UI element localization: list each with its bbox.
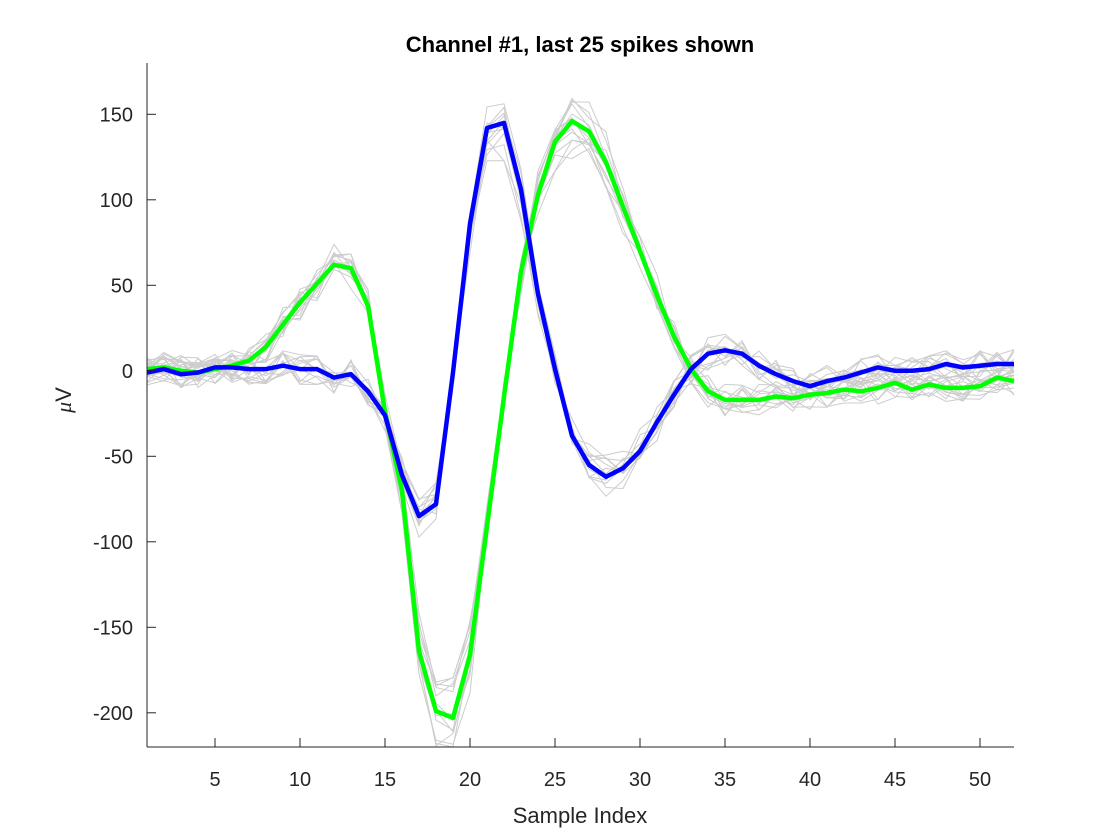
volt-unit: V bbox=[51, 387, 76, 402]
x-tick-label: 15 bbox=[374, 769, 396, 791]
x-tick-label: 5 bbox=[209, 769, 220, 791]
spike-trace bbox=[146, 139, 1015, 693]
spike-trace bbox=[146, 128, 1015, 697]
spike-trace bbox=[146, 97, 1015, 745]
y-tick-label: 50 bbox=[111, 275, 133, 297]
spike-trace bbox=[146, 103, 1015, 524]
x-tick-label: 30 bbox=[629, 769, 651, 791]
y-tick-label: 150 bbox=[100, 104, 133, 126]
x-axis-label: Sample Index bbox=[513, 803, 648, 828]
spike-trace bbox=[146, 103, 1015, 733]
x-axis: 5 10 15 20 25 30 35 40 45 50 bbox=[147, 738, 1014, 791]
template-lines bbox=[146, 118, 1015, 721]
y-axis-label: μV bbox=[51, 387, 76, 414]
spike-trace bbox=[146, 131, 1015, 731]
spike-trace bbox=[146, 160, 1015, 519]
spike-trace bbox=[146, 120, 1015, 523]
spike-trace bbox=[146, 117, 1015, 717]
x-tick-label: 45 bbox=[884, 769, 906, 791]
spike-trace bbox=[146, 113, 1015, 747]
spike-trace bbox=[146, 122, 1015, 500]
x-tick-label: 25 bbox=[544, 769, 566, 791]
x-tick-label: 50 bbox=[969, 769, 991, 791]
y-tick-label: -100 bbox=[93, 532, 133, 554]
y-tick-label: -150 bbox=[93, 617, 133, 639]
spike-trace bbox=[146, 101, 1015, 748]
spike-trace bbox=[146, 114, 1015, 517]
y-tick-label: 0 bbox=[122, 361, 133, 383]
template-green-line bbox=[146, 118, 1015, 721]
y-tick-label: -200 bbox=[93, 703, 133, 725]
spike-trace bbox=[146, 147, 1015, 687]
mu-symbol: μ bbox=[51, 402, 76, 414]
x-tick-label: 35 bbox=[714, 769, 736, 791]
y-axis: 150 100 50 0 -50 -100 -150 -200 bbox=[93, 63, 156, 747]
x-tick-label: 40 bbox=[799, 769, 821, 791]
spike-trace bbox=[146, 137, 1015, 688]
spike-trace bbox=[146, 139, 1015, 683]
spike-trace bbox=[147, 119, 1015, 722]
chart-title: Channel #1, last 25 spikes shown bbox=[406, 32, 754, 57]
x-tick-label: 20 bbox=[459, 769, 481, 791]
y-tick-label: -50 bbox=[104, 446, 133, 468]
spike-traces bbox=[146, 97, 1015, 748]
plot-area bbox=[146, 97, 1015, 748]
y-tick-label: 100 bbox=[100, 190, 133, 212]
x-tick-label: 10 bbox=[289, 769, 311, 791]
template-blue-line bbox=[146, 120, 1014, 519]
spike-trace bbox=[146, 99, 1015, 719]
